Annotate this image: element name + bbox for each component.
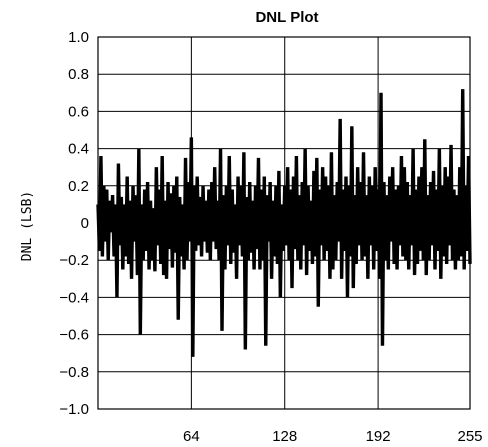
x-tick-label-2: 192 [366,428,391,445]
y-axis-label: DNL (LSB) [20,191,35,261]
y-tick-label-10: −1.0 [59,401,89,418]
y-tick-label-7: −0.4 [59,289,89,306]
dnl-series-line [96,89,472,357]
y-tick-label-6: −0.2 [59,252,89,269]
y-tick-label-8: −0.6 [59,327,89,344]
y-tick-label-0: 1.0 [68,29,89,46]
y-tick-label-4: 0.2 [68,178,89,195]
x-tick-label-1: 128 [272,428,297,445]
y-tick-label-3: 0.4 [68,141,89,158]
y-tick-label-2: 0.6 [68,103,89,120]
x-tick-label-3: 255 [457,428,482,445]
y-tick-label-1: 0.8 [68,66,89,83]
chart-title: DNL Plot [255,9,318,26]
plot-frame [97,36,471,410]
dnl-series [96,89,472,357]
x-tick-labels: 64 128 192 255 [183,428,482,445]
y-tick-label-5: 0 [81,215,89,232]
y-tick-label-9: −0.8 [59,364,89,381]
y-tick-labels: 1.0 0.8 0.6 0.4 0.2 0 −0.2 −0.4 −0.6 −0.8 −1.0 [59,29,89,418]
x-tick-label-0: 64 [183,428,200,445]
